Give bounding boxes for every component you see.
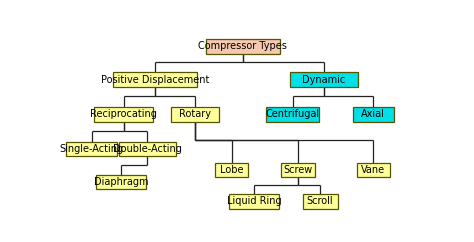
FancyBboxPatch shape (206, 39, 280, 53)
FancyBboxPatch shape (266, 107, 319, 121)
Text: Rotary: Rotary (179, 109, 211, 119)
Text: Reciprocating: Reciprocating (90, 109, 157, 119)
Text: Liquid Ring: Liquid Ring (227, 197, 281, 206)
FancyBboxPatch shape (302, 194, 337, 209)
Text: Scroll: Scroll (307, 197, 333, 206)
Text: Diaphragm: Diaphragm (94, 177, 148, 187)
FancyBboxPatch shape (281, 163, 316, 177)
FancyBboxPatch shape (357, 163, 390, 177)
Text: Vane: Vane (361, 165, 385, 175)
Text: Double-Acting: Double-Acting (113, 144, 182, 154)
Text: Screw: Screw (283, 165, 313, 175)
FancyBboxPatch shape (94, 107, 153, 121)
FancyBboxPatch shape (353, 107, 393, 121)
FancyBboxPatch shape (215, 163, 248, 177)
FancyBboxPatch shape (66, 142, 117, 156)
FancyBboxPatch shape (96, 175, 146, 189)
Text: Lobe: Lobe (220, 165, 244, 175)
Text: Compressor Types: Compressor Types (199, 41, 287, 52)
Text: Single-Acting: Single-Acting (60, 144, 124, 154)
Text: Centrifugal: Centrifugal (265, 109, 319, 119)
FancyBboxPatch shape (171, 107, 219, 121)
Text: Dynamic: Dynamic (302, 75, 346, 84)
FancyBboxPatch shape (229, 194, 279, 209)
FancyBboxPatch shape (119, 142, 176, 156)
Text: Positive Displacement: Positive Displacement (100, 75, 209, 84)
FancyBboxPatch shape (112, 72, 197, 87)
Text: Axial: Axial (361, 109, 385, 119)
FancyBboxPatch shape (290, 72, 358, 87)
